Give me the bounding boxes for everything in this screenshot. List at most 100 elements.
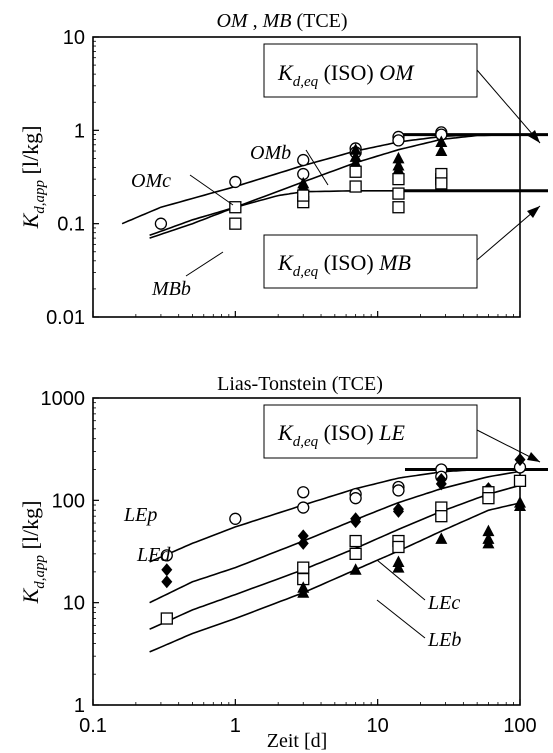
x-tick-label: 0.1 bbox=[79, 715, 107, 737]
data-point-omb bbox=[349, 143, 362, 155]
data-point-leb bbox=[297, 586, 310, 598]
series-label-omb: OMb bbox=[250, 142, 291, 164]
data-point-omc bbox=[154, 217, 168, 230]
data-point-lec bbox=[482, 492, 495, 505]
bottom-y-ticks: 1 10 100 1000 bbox=[41, 388, 99, 717]
annotation-arrow-om bbox=[476, 69, 541, 144]
data-point-mbb bbox=[349, 180, 362, 193]
top-plot-frame bbox=[92, 36, 521, 318]
annotation-arrowhead-le bbox=[527, 452, 540, 462]
data-point-omb bbox=[349, 156, 362, 168]
data-point-lep bbox=[229, 512, 242, 525]
bottom-fit-curves bbox=[149, 468, 521, 653]
data-point-led bbox=[392, 504, 404, 518]
data-point-mbb bbox=[435, 177, 448, 190]
series-label-lep: LEp bbox=[123, 504, 157, 526]
data-point-omb bbox=[392, 163, 405, 175]
y-tick-label: 100 bbox=[52, 490, 85, 512]
data-point-led bbox=[161, 563, 173, 577]
top-fit-curves bbox=[121, 133, 521, 239]
data-point-led bbox=[514, 453, 526, 467]
data-point-lec bbox=[349, 547, 362, 560]
series-pointer-lec bbox=[376, 559, 426, 601]
data-point-leb bbox=[349, 563, 362, 575]
series-label-omc: OMc bbox=[131, 170, 171, 192]
top-y-axis-label: Kd,app [l/kg] bbox=[18, 126, 48, 230]
fit-curve-omc bbox=[121, 133, 520, 225]
bottom-x-ticks: 0.1 1 10 100 bbox=[79, 699, 537, 737]
y-tick-label: 1 bbox=[74, 695, 85, 717]
top-y-ticks: 0.01 0.1 1 10 bbox=[46, 27, 521, 329]
series-label-leb: LEb bbox=[427, 629, 461, 651]
annotation-label-mb: Kd,eq (ISO) MB bbox=[277, 250, 411, 280]
annotation-label-om: Kd,eq (ISO) OM bbox=[277, 60, 415, 90]
data-point-leb bbox=[435, 532, 448, 544]
data-point-mbb bbox=[297, 189, 310, 202]
top-chart-title: OM , MB (TCE) bbox=[216, 10, 347, 32]
data-point-omc bbox=[229, 175, 242, 189]
y-tick-label: 10 bbox=[63, 27, 85, 49]
annotation-box-le bbox=[263, 404, 478, 459]
series-label-lec: LEc bbox=[427, 592, 460, 614]
data-point-omc bbox=[392, 134, 405, 147]
x-tick-label: 100 bbox=[503, 715, 536, 737]
series-label-led: LEd bbox=[136, 544, 171, 566]
data-point-lec bbox=[392, 540, 405, 554]
fit-curve-leb bbox=[149, 500, 521, 653]
fit-curve-led bbox=[149, 469, 521, 604]
y-tick-label: 0.1 bbox=[57, 214, 85, 236]
data-point-lec bbox=[513, 474, 527, 488]
data-point-omb bbox=[435, 135, 448, 147]
data-point-leb bbox=[514, 499, 526, 512]
data-point-led bbox=[350, 515, 362, 529]
data-point-led bbox=[435, 477, 447, 491]
data-point-lep bbox=[297, 486, 310, 499]
data-point-mbb bbox=[349, 165, 362, 178]
data-point-omc bbox=[297, 153, 310, 167]
fit-curve-omb bbox=[149, 133, 521, 239]
top-chart: OM , MB (TCE) 0.01 0.1 1 10 Kd,app [l/kg] O… bbox=[18, 10, 548, 329]
data-point-lep bbox=[392, 484, 405, 497]
series-pointer-omb bbox=[305, 149, 329, 186]
bottom-y-axis-label: Kd,app [l/kg] bbox=[18, 501, 48, 605]
series-pointer-omc bbox=[189, 174, 234, 206]
x-tick-label: 10 bbox=[367, 715, 389, 737]
data-point-led bbox=[297, 529, 309, 543]
bottom-x-axis-label: Zeit [d] bbox=[267, 730, 328, 752]
data-point-lec bbox=[349, 534, 362, 548]
data-point-lep bbox=[349, 492, 362, 505]
data-point-lec bbox=[435, 510, 448, 523]
data-point-lec bbox=[297, 561, 310, 574]
y-tick-label: 1000 bbox=[41, 388, 86, 410]
annotation-arrow-mb bbox=[476, 205, 541, 261]
data-point-omb bbox=[349, 150, 362, 162]
top-equilibrium-lines bbox=[400, 133, 548, 193]
annotation-box-mb bbox=[263, 234, 478, 289]
data-point-led bbox=[161, 575, 173, 589]
bottom-chart-title: Lias-Tonstein (TCE) bbox=[217, 373, 383, 395]
data-point-omb bbox=[435, 144, 448, 157]
y-tick-label: 10 bbox=[63, 593, 85, 615]
data-point-lep bbox=[160, 549, 173, 562]
data-point-lep bbox=[297, 501, 310, 514]
series-pointer-leb bbox=[376, 599, 426, 639]
data-point-leb bbox=[482, 524, 495, 537]
annotation-arrowhead-mb bbox=[527, 206, 540, 218]
x-tick-label: 1 bbox=[230, 715, 241, 737]
series-label-mbb: MBb bbox=[151, 278, 191, 300]
annotation-box-om bbox=[263, 43, 478, 98]
top-data-points bbox=[154, 126, 448, 230]
data-point-omb bbox=[392, 151, 405, 164]
data-point-mbb bbox=[229, 201, 242, 214]
data-point-mbb bbox=[392, 201, 405, 214]
data-point-lec bbox=[160, 612, 173, 625]
data-point-leb bbox=[482, 536, 495, 549]
fit-curve-lec bbox=[149, 482, 521, 630]
bottom-data-points bbox=[160, 453, 527, 625]
y-tick-label: 1 bbox=[74, 120, 85, 142]
series-pointer-mbb bbox=[185, 251, 224, 277]
data-point-mbb bbox=[392, 172, 405, 186]
data-point-led bbox=[297, 536, 309, 550]
